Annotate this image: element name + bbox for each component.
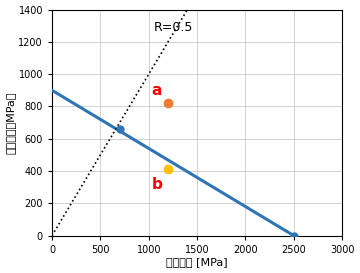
Text: a: a (152, 83, 162, 98)
Y-axis label: 応力振幅［MPa］: 応力振幅［MPa］ (5, 91, 15, 154)
Text: R=0.5: R=0.5 (154, 20, 193, 34)
Text: b: b (152, 177, 162, 192)
X-axis label: 平均応力 [MPa]: 平均応力 [MPa] (166, 257, 228, 268)
